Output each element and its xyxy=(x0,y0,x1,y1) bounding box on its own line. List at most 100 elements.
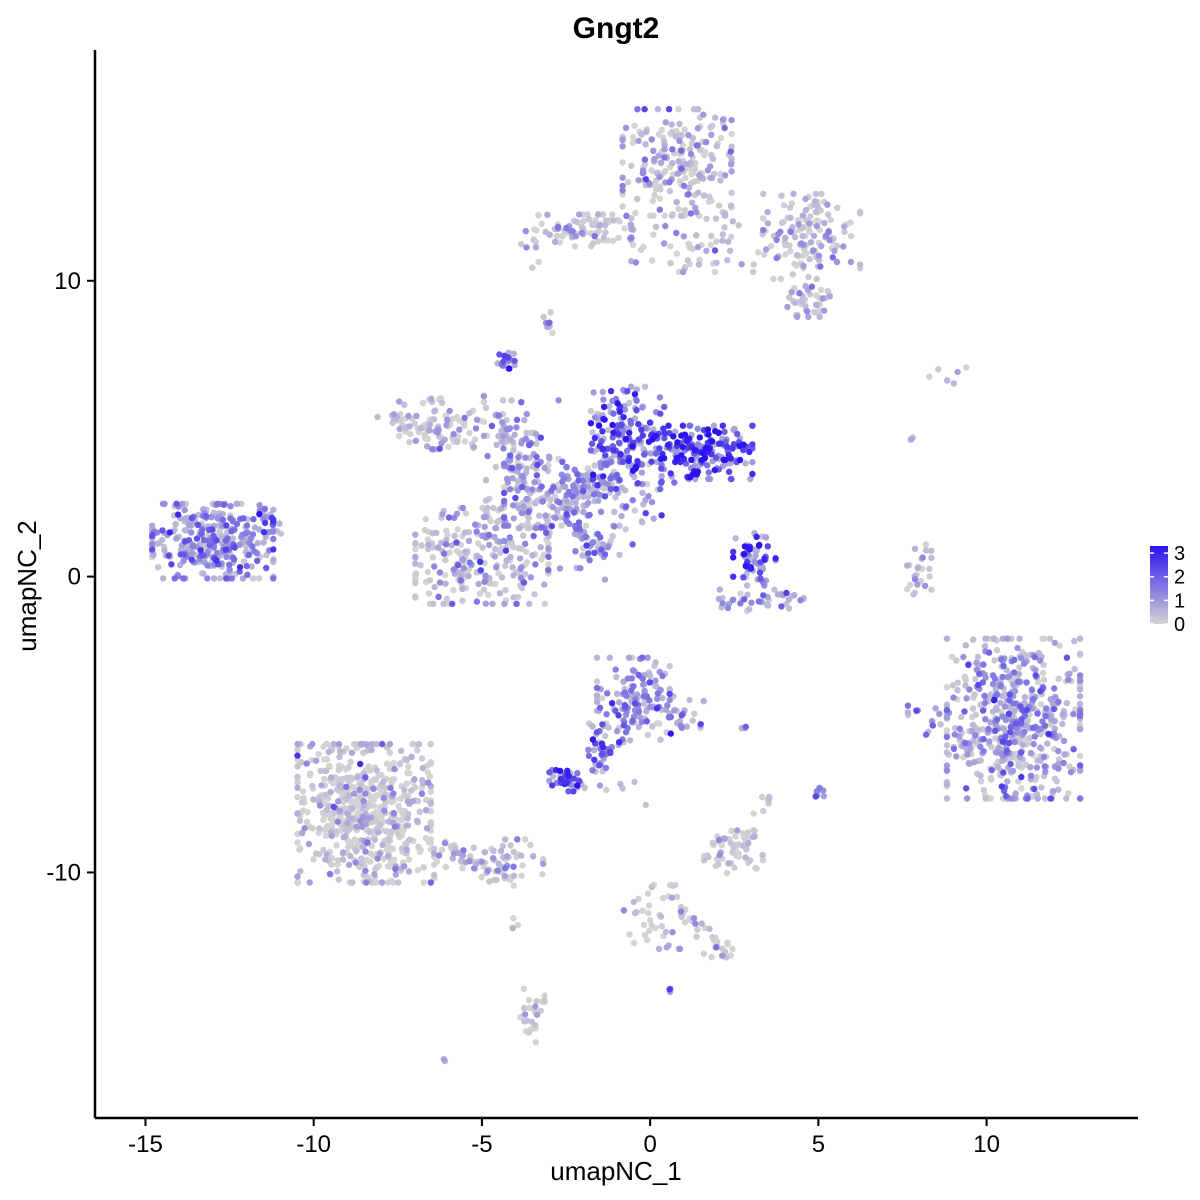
cell-point xyxy=(481,578,488,586)
cell-point xyxy=(634,480,642,487)
cell-point xyxy=(415,843,422,850)
cell-point xyxy=(760,807,767,815)
cell-point xyxy=(426,577,433,584)
cell-point xyxy=(429,554,436,561)
cell-point xyxy=(827,216,834,224)
cell-point xyxy=(426,773,434,780)
cell-point xyxy=(615,439,623,446)
cell-point xyxy=(943,749,951,756)
cell-point xyxy=(998,692,1005,699)
cell-point xyxy=(405,868,413,875)
cell-point xyxy=(213,537,220,544)
cell-point xyxy=(1039,669,1047,677)
cell-point xyxy=(587,407,595,415)
cell-point xyxy=(1045,730,1052,738)
cell-point xyxy=(628,215,635,222)
cell-point xyxy=(831,247,838,255)
cell-point xyxy=(451,514,458,521)
cell-point xyxy=(1034,678,1042,686)
cell-point xyxy=(510,515,517,522)
cell-point xyxy=(417,425,424,432)
cell-point xyxy=(412,570,420,577)
cell-point xyxy=(752,552,759,559)
cell-point xyxy=(540,855,547,863)
cell-point xyxy=(622,729,630,736)
cell-point xyxy=(584,550,592,557)
cell-point xyxy=(632,259,640,266)
cell-point xyxy=(510,882,517,889)
cell-point xyxy=(711,268,719,276)
cell-point xyxy=(904,702,912,709)
cell-point xyxy=(424,435,431,443)
cell-point xyxy=(785,596,792,603)
cell-point xyxy=(777,228,784,235)
cell-point xyxy=(587,447,595,454)
cell-point xyxy=(533,472,541,479)
cell-point xyxy=(666,986,673,993)
cell-point xyxy=(616,522,623,529)
cell-point xyxy=(392,871,399,878)
cell-point xyxy=(645,493,652,500)
cell-point xyxy=(406,836,413,843)
cell-point xyxy=(431,583,438,591)
cell-point xyxy=(335,767,343,774)
cell-point xyxy=(648,458,655,465)
cell-point xyxy=(705,475,712,483)
cell-point xyxy=(459,864,466,872)
cell-point xyxy=(615,234,622,241)
x-axis-ticks: -15 -10 -5 0 5 10 xyxy=(128,1118,1000,1158)
cell-point xyxy=(584,483,592,490)
cell-point xyxy=(985,649,993,656)
cell-point xyxy=(1027,772,1035,779)
cell-point xyxy=(497,505,505,512)
cell-point xyxy=(628,383,635,390)
cell-point xyxy=(1021,728,1028,735)
cell-point xyxy=(730,573,737,580)
cell-point xyxy=(958,713,965,721)
cell-point xyxy=(243,522,251,529)
cell-point xyxy=(579,488,587,495)
cell-point xyxy=(649,197,656,205)
cell-point xyxy=(818,242,825,250)
cell-point xyxy=(322,856,329,863)
cell-point xyxy=(531,479,538,486)
cell-point xyxy=(574,471,581,478)
cell-point xyxy=(802,195,809,203)
cell-point xyxy=(605,403,613,410)
cell-point xyxy=(806,255,813,263)
cell-point xyxy=(537,434,544,441)
cell-point xyxy=(1032,672,1039,679)
cell-point xyxy=(173,535,180,542)
cell-point xyxy=(721,428,728,435)
cell-point xyxy=(783,589,790,597)
cell-point xyxy=(526,441,533,449)
cell-point xyxy=(520,503,527,510)
cell-point xyxy=(537,544,544,551)
cell-point xyxy=(473,598,481,605)
cell-point xyxy=(1012,720,1020,727)
cell-point xyxy=(340,833,347,841)
cell-point xyxy=(440,600,447,607)
cell-point xyxy=(362,848,369,855)
cell-point xyxy=(310,796,317,803)
cell-point xyxy=(339,856,347,863)
cell-point xyxy=(612,707,619,714)
cell-point xyxy=(786,204,794,211)
cell-point xyxy=(223,522,230,529)
cell-point xyxy=(403,793,410,800)
cell-point xyxy=(696,434,703,441)
cell-point xyxy=(586,511,593,519)
cell-point xyxy=(260,528,268,536)
cell-point xyxy=(976,670,983,678)
cell-point xyxy=(502,562,509,570)
cell-point xyxy=(510,863,517,870)
cell-point xyxy=(632,209,639,216)
cell-point xyxy=(459,597,466,604)
cell-point xyxy=(631,122,638,129)
cell-point xyxy=(589,539,596,546)
cell-point xyxy=(210,575,218,582)
cell-point xyxy=(709,122,716,129)
cell-point xyxy=(826,236,833,244)
cell-point xyxy=(673,229,680,237)
cell-point xyxy=(197,547,204,554)
